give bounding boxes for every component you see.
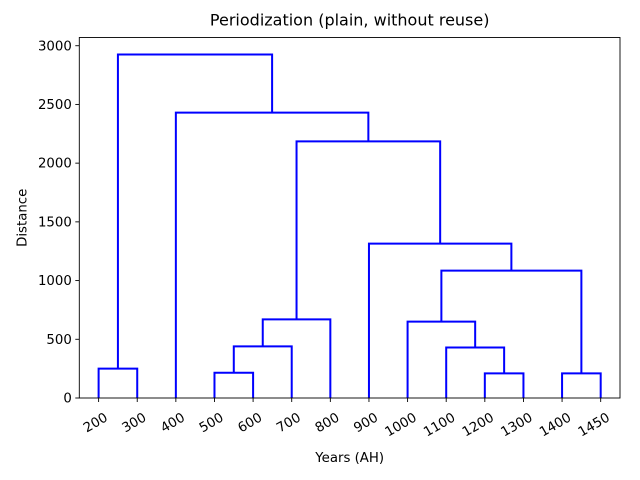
y-tick-label: 1500	[38, 215, 72, 230]
cluster-link	[116, 53, 274, 369]
dendrogram-links	[97, 53, 602, 398]
x-tick-label: 1100	[421, 410, 458, 440]
y-axis-label: Distance	[16, 189, 31, 247]
y-axis: 0 500 1000 1500 2000 2500 3000	[38, 39, 80, 407]
cluster-link	[213, 371, 255, 398]
cluster-link	[483, 372, 525, 398]
x-tick-label: 600	[236, 410, 265, 436]
x-tick-label: 1450	[576, 410, 613, 440]
x-tick-label: 1000	[383, 410, 420, 440]
plot-frame	[78, 37, 621, 399]
x-tick-label: 400	[158, 410, 187, 436]
cluster-link	[97, 367, 139, 398]
x-tick-label: 1200	[460, 410, 497, 440]
x-tick-label: 1300	[499, 410, 536, 440]
x-axis-label: Years (AH)	[314, 451, 384, 466]
x-axis: 200 300 400 500 600 700 800 900 1000 1100 1200 1300…	[81, 398, 613, 440]
y-tick-label: 500	[46, 333, 71, 348]
cluster-link	[295, 140, 442, 320]
y-tick-label: 2500	[38, 98, 72, 113]
y-tick-label: 3000	[38, 39, 72, 54]
x-tick-label: 200	[81, 410, 110, 436]
cluster-link	[367, 242, 513, 398]
cluster-link	[406, 320, 477, 398]
chart-title: Periodization (plain, without reuse)	[210, 11, 490, 30]
x-tick-label: 800	[313, 410, 342, 436]
x-tick-label: 900	[351, 410, 380, 436]
cluster-link	[174, 111, 370, 398]
x-tick-label: 1400	[537, 410, 574, 440]
cluster-link	[261, 318, 332, 398]
y-tick-label: 2000	[38, 157, 72, 172]
y-tick-label: 1000	[38, 274, 72, 289]
cluster-link	[445, 346, 506, 398]
cluster-link	[561, 372, 602, 398]
y-tick-label: 0	[63, 392, 71, 407]
x-tick-label: 500	[197, 410, 226, 436]
x-tick-label: 700	[274, 410, 303, 436]
x-tick-label: 300	[120, 410, 149, 436]
